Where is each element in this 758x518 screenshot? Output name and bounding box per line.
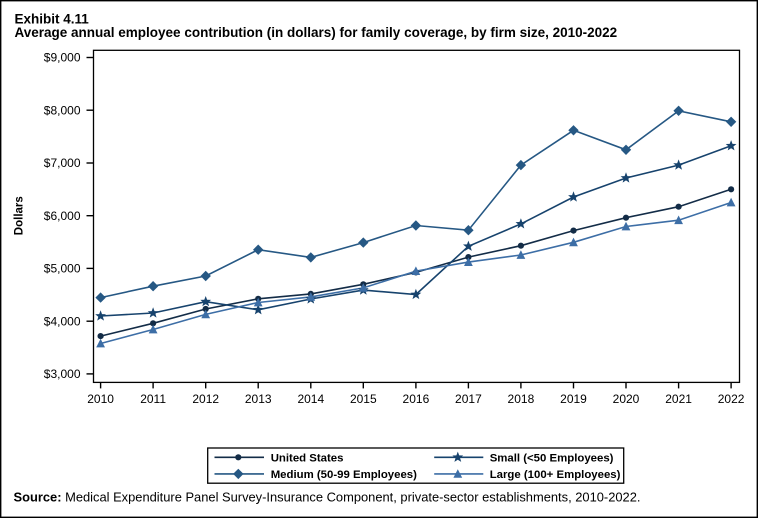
svg-text:2022: 2022: [718, 392, 745, 406]
svg-text:$9,000: $9,000: [44, 51, 81, 65]
svg-text:2020: 2020: [613, 392, 640, 406]
svg-text:$4,000: $4,000: [44, 314, 81, 328]
svg-text:Small (<50 Employees): Small (<50 Employees): [490, 453, 614, 465]
svg-text:2012: 2012: [192, 392, 219, 406]
svg-text:2016: 2016: [403, 392, 430, 406]
svg-text:2019: 2019: [560, 392, 587, 406]
svg-text:Average annual employee contri: Average annual employee contribution (in…: [15, 25, 618, 40]
svg-text:2010: 2010: [87, 392, 114, 406]
svg-text:Exhibit 4.11: Exhibit 4.11: [15, 11, 90, 26]
svg-text:$7,000: $7,000: [44, 156, 81, 170]
svg-text:Large (100+ Employees): Large (100+ Employees): [490, 469, 621, 481]
svg-text:2021: 2021: [665, 392, 692, 406]
svg-text:$6,000: $6,000: [44, 209, 81, 223]
svg-text:2011: 2011: [140, 392, 166, 406]
svg-text:Source: Medical Expenditure Pa: Source: Medical Expenditure Panel Survey…: [14, 489, 641, 504]
svg-text:$8,000: $8,000: [44, 103, 81, 117]
svg-text:2017: 2017: [455, 392, 482, 406]
svg-text:Dollars: Dollars: [14, 196, 26, 235]
svg-text:2013: 2013: [245, 392, 272, 406]
svg-text:$5,000: $5,000: [44, 262, 81, 276]
svg-text:United States: United States: [271, 453, 344, 465]
svg-text:2014: 2014: [297, 392, 324, 406]
svg-text:2015: 2015: [350, 392, 377, 406]
svg-text:2018: 2018: [508, 392, 535, 406]
svg-text:$3,000: $3,000: [44, 367, 81, 381]
svg-text:Medium (50-99 Employees): Medium (50-99 Employees): [271, 469, 417, 481]
